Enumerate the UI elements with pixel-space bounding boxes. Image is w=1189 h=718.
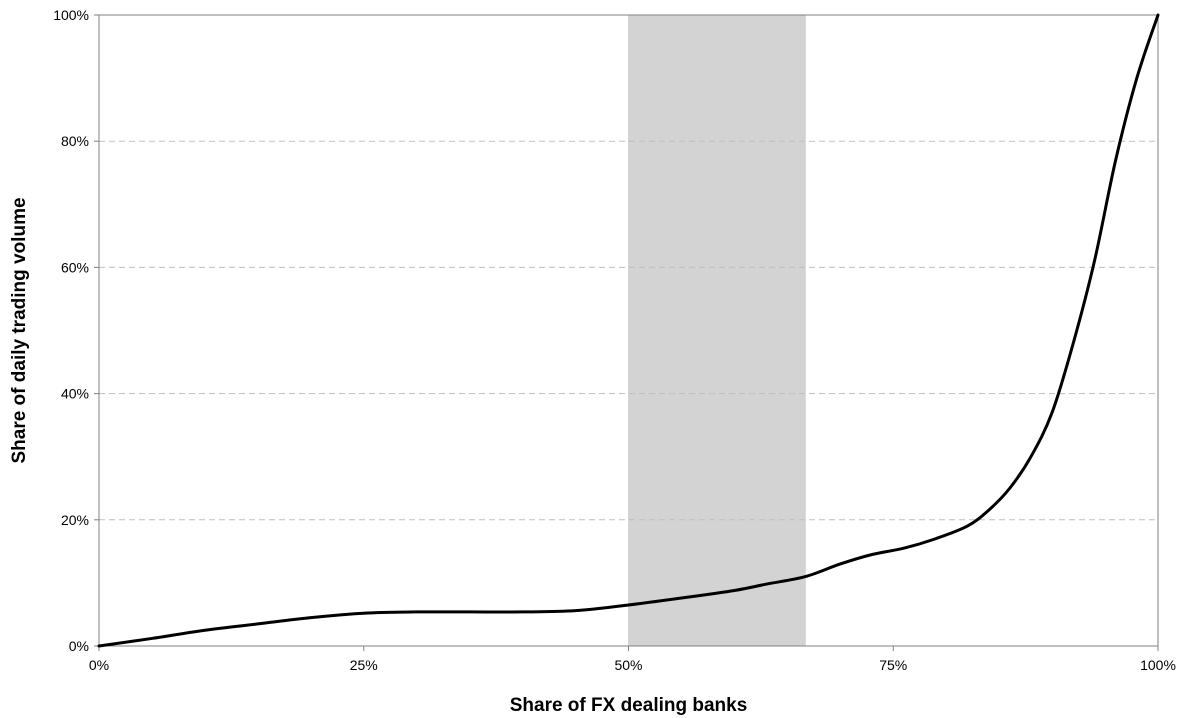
y-tick-label: 0% xyxy=(69,638,89,654)
series-line xyxy=(97,13,1160,648)
x-tick-label: 25% xyxy=(350,657,378,673)
shaded-band xyxy=(628,14,806,647)
y-tick-label: 100% xyxy=(53,7,89,23)
x-tick-label: 75% xyxy=(879,657,907,673)
axis-layer xyxy=(94,14,1159,651)
y-axis-title: Share of daily trading volume xyxy=(9,197,30,463)
line-layer xyxy=(97,13,1160,648)
y-tick-label: 60% xyxy=(61,259,89,275)
x-tick-label: 50% xyxy=(614,657,642,673)
y-tick-label: 20% xyxy=(61,512,89,528)
x-tick-label: 0% xyxy=(89,657,109,673)
y-tick-label: 40% xyxy=(61,386,89,402)
tick-label-layer: 0% 25% 50% 75% 100% 0% 20% 40% 60% 80% 100% xyxy=(53,7,1176,673)
x-axis-title: Share of FX dealing banks xyxy=(510,695,748,716)
shaded-band-layer xyxy=(628,14,806,647)
grid-layer xyxy=(99,140,1158,521)
x-tick-label: 100% xyxy=(1140,657,1176,673)
y-tick-label: 80% xyxy=(61,133,89,149)
